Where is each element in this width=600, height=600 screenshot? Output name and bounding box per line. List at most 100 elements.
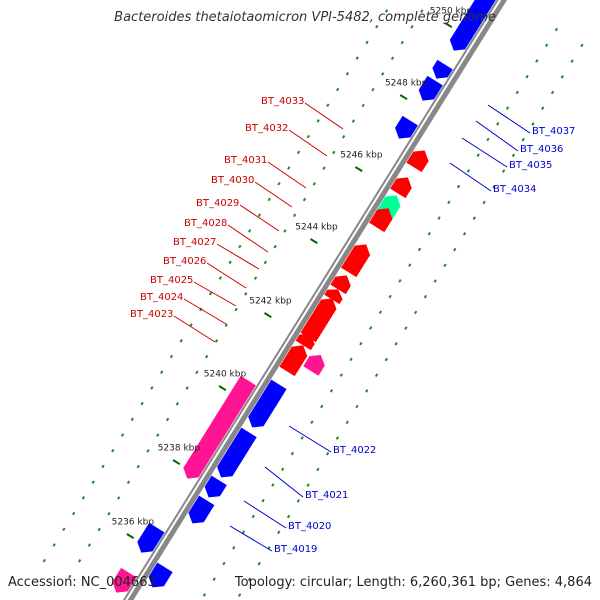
track-dot xyxy=(120,433,125,437)
track-dot xyxy=(117,496,121,500)
gene-arrow-rna[interactable] xyxy=(303,350,328,376)
gene-arrow[interactable] xyxy=(295,329,319,351)
gene-arrow[interactable] xyxy=(341,240,374,278)
gene-arrow[interactable] xyxy=(415,75,443,106)
track-dot xyxy=(91,480,95,484)
gene-arrow[interactable] xyxy=(213,427,257,483)
track-dot xyxy=(384,357,388,362)
track-dot xyxy=(290,451,295,456)
track-dot xyxy=(286,514,291,519)
gene-arrow[interactable] xyxy=(145,562,173,593)
track-dot xyxy=(349,357,353,362)
track-dot xyxy=(400,40,404,45)
gene-arrow[interactable] xyxy=(324,285,346,305)
gene-label[interactable]: BT_4029 xyxy=(196,198,239,209)
track-dot xyxy=(472,216,476,220)
track-dot xyxy=(296,499,300,503)
feature-shape xyxy=(183,417,230,479)
track-dot xyxy=(238,593,242,597)
track-dot xyxy=(302,197,307,202)
gene-label[interactable]: BT_4020 xyxy=(288,521,331,532)
track-dot xyxy=(371,87,375,92)
feature-shape xyxy=(406,150,429,173)
gene-label[interactable]: BT_4035 xyxy=(509,160,552,171)
feature-shape xyxy=(112,567,137,593)
gene-arrow[interactable] xyxy=(330,271,354,295)
track-dot xyxy=(179,338,183,343)
track-dot xyxy=(175,401,180,406)
gene-label[interactable]: BT_4031 xyxy=(224,155,267,166)
gene-label-leader xyxy=(216,243,260,270)
track-dot xyxy=(107,511,111,516)
track-dot xyxy=(378,310,383,315)
gene-label[interactable]: BT_4032 xyxy=(245,123,288,134)
gene-arrow[interactable] xyxy=(245,379,287,433)
gene-label[interactable]: BT_4022 xyxy=(333,445,376,456)
track-dot xyxy=(126,480,131,485)
gene-label-leader xyxy=(243,500,287,529)
track-dot xyxy=(185,386,189,390)
track-dot xyxy=(511,153,516,158)
gene-arrow[interactable] xyxy=(390,173,415,199)
track-dot xyxy=(550,90,555,95)
gene-label[interactable]: BT_4019 xyxy=(274,544,317,555)
track-dot xyxy=(72,511,76,516)
gene-label[interactable]: BT_4033 xyxy=(261,96,304,107)
track-dot xyxy=(486,137,490,142)
track-dot xyxy=(554,27,559,32)
gene-label[interactable]: BT_4023 xyxy=(130,309,173,320)
track-dot xyxy=(341,134,346,139)
track-dot xyxy=(496,121,500,126)
gene-label[interactable]: BT_4027 xyxy=(173,237,216,248)
track-dot xyxy=(476,153,480,158)
track-dot xyxy=(253,276,258,280)
track-dot xyxy=(140,401,144,406)
track-dot xyxy=(316,119,320,123)
track-dot xyxy=(336,87,340,92)
gene-arrow[interactable] xyxy=(134,522,165,558)
gene-label-leader xyxy=(254,181,293,208)
gene-arrow[interactable] xyxy=(201,475,227,503)
track-dot xyxy=(208,291,213,296)
gene-arrow-rna[interactable] xyxy=(180,417,230,484)
gene-label[interactable]: BT_4030 xyxy=(211,175,254,186)
gene-label[interactable]: BT_4026 xyxy=(163,256,206,267)
gene-arrow[interactable] xyxy=(406,146,432,173)
feature-shape xyxy=(217,427,257,478)
gene-arrow[interactable] xyxy=(185,495,215,529)
track-dot xyxy=(228,260,232,265)
track-dot xyxy=(420,9,424,13)
gene-label[interactable]: BT_4036 xyxy=(520,144,563,155)
feature-shape xyxy=(418,75,443,101)
track-dot xyxy=(326,103,330,108)
track-dot xyxy=(515,90,519,95)
tick-mark xyxy=(354,166,363,173)
feature-shape xyxy=(395,115,418,139)
gene-arrow[interactable] xyxy=(300,294,341,343)
track-dot xyxy=(312,182,316,186)
track-dot xyxy=(160,370,164,375)
tick-mark xyxy=(218,385,227,392)
gene-label[interactable]: BT_4028 xyxy=(184,218,227,229)
track-dot xyxy=(263,260,268,265)
track-dot xyxy=(130,417,134,422)
gene-label[interactable]: BT_4021 xyxy=(305,490,348,501)
feature-shape xyxy=(148,562,173,588)
gene-arrow[interactable] xyxy=(369,204,396,233)
gene-label[interactable]: BT_4034 xyxy=(493,184,536,195)
gene-arrow-rna[interactable] xyxy=(208,375,256,438)
gene-label[interactable]: BT_4024 xyxy=(140,292,183,303)
gene-arrow[interactable] xyxy=(429,59,453,84)
map-title: Bacteroides thetaiotaomicron VPI-5482, c… xyxy=(114,10,496,25)
gene-arrow[interactable] xyxy=(391,115,418,144)
gene-label[interactable]: BT_4025 xyxy=(150,275,193,286)
gene-arrow[interactable] xyxy=(279,341,310,377)
track-dot xyxy=(300,436,304,440)
tick-label: 5248 kbp xyxy=(385,78,428,88)
gene-label[interactable]: BT_4037 xyxy=(532,126,575,137)
gene-arrow[interactable] xyxy=(446,0,501,55)
track-dot xyxy=(560,75,564,79)
gene-label-leader xyxy=(267,161,307,189)
track-dot xyxy=(97,527,101,532)
gene-arrow-rna[interactable] xyxy=(109,567,137,598)
